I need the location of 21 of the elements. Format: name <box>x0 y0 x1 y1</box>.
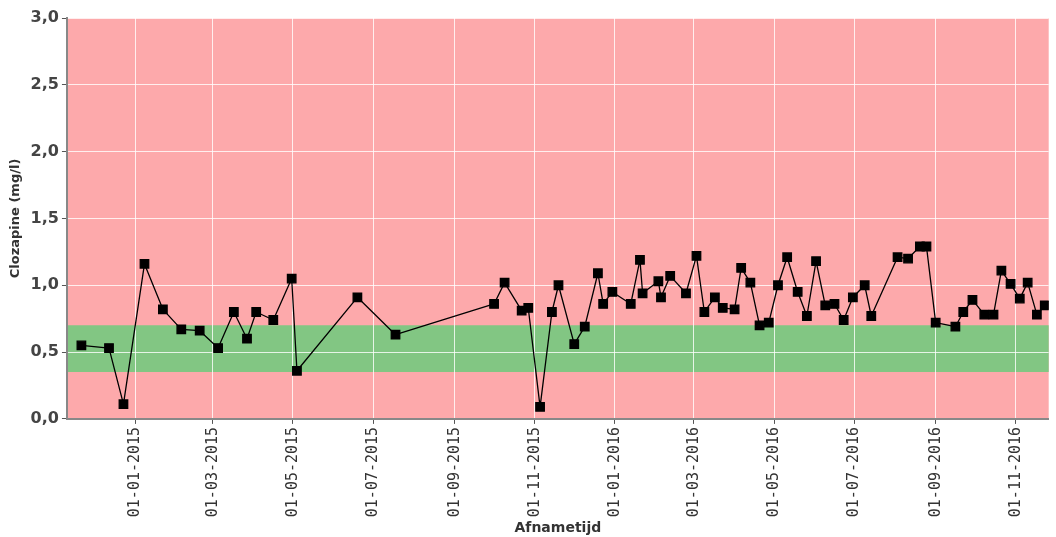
y-tick-label: 2,5 <box>30 73 59 93</box>
x-tick-label: 01-05-2015 <box>282 426 301 518</box>
y-tick-label: 3,0 <box>30 7 59 27</box>
x-tick-label: 01-07-2016 <box>844 426 863 518</box>
x-tick-label: 01-03-2015 <box>202 426 221 518</box>
y-tick-label: 0,0 <box>30 408 59 428</box>
x-tick-label: 01-09-2016 <box>925 426 944 518</box>
y-tick-label: 1,5 <box>30 207 59 227</box>
x-tick-label: 01-11-2015 <box>524 426 543 518</box>
x-tick-label: 01-01-2016 <box>604 426 623 518</box>
y-tick-label: 2,0 <box>30 140 59 160</box>
x-tick-label: 01-09-2015 <box>444 426 463 518</box>
x-axis-title: Afnametijd <box>514 519 602 536</box>
x-tick-label: 01-05-2016 <box>763 426 782 518</box>
y-tick-label: 0,5 <box>30 341 59 361</box>
x-tick-label: 01-03-2016 <box>683 426 702 518</box>
x-tick-label: 01-11-2016 <box>1005 426 1024 518</box>
x-tick-label: 01-01-2015 <box>125 426 144 518</box>
y-axis-title: Clozapine (mg/l) <box>7 158 23 279</box>
y-tick-label: 1,0 <box>30 274 59 294</box>
x-tick-label: 01-07-2015 <box>363 426 382 518</box>
